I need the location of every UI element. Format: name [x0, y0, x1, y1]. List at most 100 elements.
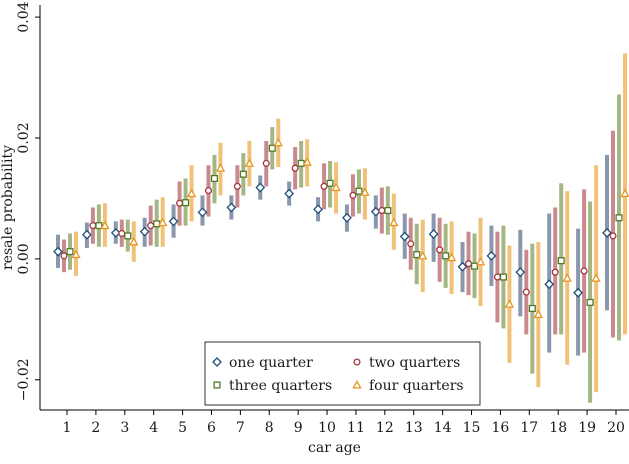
- markers-three-quarters: [66, 144, 623, 312]
- data-point: [197, 207, 208, 218]
- y-axis: −0.02 0.00 0.02 0.04: [16, 1, 41, 410]
- x-tick-label: 19: [578, 420, 596, 436]
- legend: one quarter two quarters three quarters fou…: [204, 341, 481, 406]
- data-point: [186, 188, 197, 198]
- data-point: [407, 240, 415, 248]
- data-point: [129, 237, 139, 246]
- data-point: [464, 260, 473, 268]
- data-point: [204, 187, 213, 195]
- data-point: [378, 206, 386, 215]
- data-point: [176, 199, 184, 207]
- data-point: [118, 229, 126, 238]
- x-tick-label: 10: [318, 420, 336, 436]
- data-point: [182, 199, 190, 207]
- data-point: [399, 231, 410, 242]
- x-axis-title: car age: [308, 440, 361, 456]
- data-point: [262, 159, 270, 167]
- data-point: [284, 188, 295, 199]
- data-point: [355, 187, 363, 195]
- data-point: [157, 217, 168, 227]
- data-point: [591, 273, 601, 282]
- data-point: [586, 298, 594, 306]
- x-tick-label: 2: [91, 420, 100, 436]
- data-point: [504, 299, 515, 308]
- legend-marker: [212, 357, 222, 367]
- data-point: [60, 252, 68, 260]
- data-point: [499, 273, 507, 281]
- y-tick-label: 0.04: [16, 1, 32, 32]
- data-point: [360, 187, 370, 196]
- x-tick-label: 18: [549, 420, 567, 436]
- data-point: [580, 267, 588, 275]
- data-point: [268, 144, 276, 152]
- data-point: [418, 250, 428, 260]
- data-point: [53, 246, 63, 257]
- x-tick-label: 3: [120, 420, 129, 436]
- data-point: [326, 179, 334, 187]
- data-point: [533, 309, 544, 319]
- markers-four-quarters: [71, 137, 629, 319]
- data-point: [215, 163, 226, 172]
- data-point: [573, 287, 584, 298]
- y-tick-label: −0.02: [16, 358, 32, 401]
- data-point: [147, 222, 155, 230]
- legend-label: three quarters: [229, 378, 332, 394]
- data-point: [470, 262, 479, 270]
- data-point: [71, 249, 81, 259]
- data-point: [602, 227, 612, 238]
- data-point: [442, 252, 450, 260]
- data-point: [124, 232, 132, 240]
- x-tick-label: 5: [178, 420, 187, 436]
- data-point: [413, 251, 421, 259]
- legend-label: one quarter: [229, 355, 313, 371]
- x-tick-label: 20: [607, 420, 625, 436]
- data-point: [544, 279, 555, 290]
- markers-two-quarters: [60, 159, 617, 296]
- data-point: [313, 204, 323, 215]
- data-point: [528, 304, 536, 312]
- data-point: [515, 267, 526, 278]
- data-point: [389, 217, 399, 227]
- data-point: [475, 256, 486, 266]
- x-tick-label: 16: [492, 420, 510, 436]
- legend-label: two quarters: [369, 355, 460, 371]
- data-point: [320, 182, 328, 190]
- data-point: [255, 182, 266, 193]
- x-tick-label: 6: [207, 420, 216, 436]
- data-point: [95, 222, 103, 230]
- x-tick-label: 1: [63, 420, 72, 436]
- data-point: [226, 202, 237, 213]
- data-point: [291, 164, 299, 172]
- data-point: [110, 227, 121, 238]
- x-axis: 1 2 3 4 5 6 7 8 9 10 11 12 13 14 15 16 17 18 19 20: [40, 409, 629, 436]
- data-point: [233, 182, 241, 190]
- data-point: [100, 220, 110, 230]
- x-tick-label: 17: [520, 420, 538, 436]
- data-point: [457, 261, 468, 272]
- y-tick-label: 0.02: [16, 122, 32, 153]
- legend-label: four quarters: [369, 378, 464, 394]
- markers-one-quarter: [53, 182, 612, 298]
- legend-marker: [352, 380, 362, 389]
- legend-box: [204, 341, 481, 406]
- data-point: [493, 273, 501, 281]
- x-tick-label: 14: [434, 420, 452, 436]
- data-point: [81, 229, 92, 240]
- data-point: [446, 252, 457, 262]
- data-point: [139, 226, 150, 237]
- data-point: [428, 229, 439, 240]
- data-point: [331, 182, 341, 192]
- y-axis-title: resale probability: [0, 145, 16, 270]
- data-point: [273, 137, 283, 147]
- y-tick-label: 0.00: [16, 243, 32, 274]
- legend-marker: [353, 358, 361, 366]
- data-point: [615, 214, 623, 222]
- data-point: [244, 158, 255, 167]
- x-tick-label: 12: [376, 420, 394, 436]
- data-point: [66, 248, 74, 256]
- data-point: [342, 212, 352, 223]
- data-point: [89, 222, 97, 230]
- x-tick-label: 9: [294, 420, 303, 436]
- data-point: [609, 232, 617, 240]
- x-tick-label: 8: [265, 420, 274, 436]
